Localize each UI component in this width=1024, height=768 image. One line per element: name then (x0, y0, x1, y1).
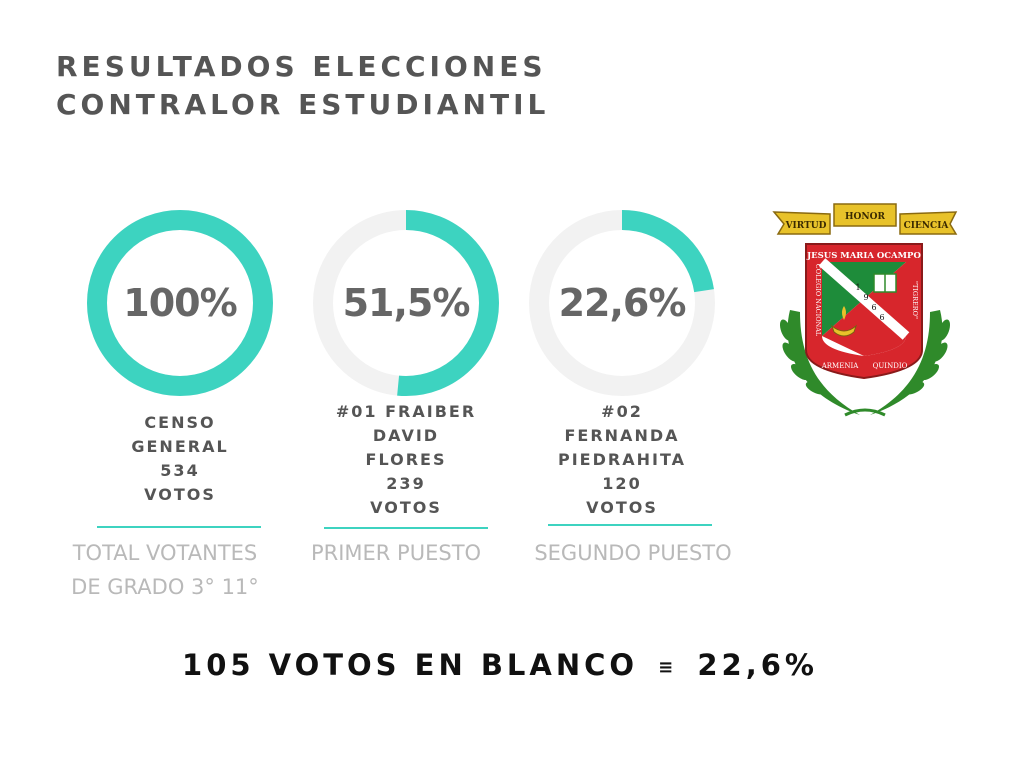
desc-line: #02 (601, 402, 643, 421)
banner-text: CIENCIA (904, 221, 950, 231)
progress-ring-census: 100% (82, 205, 278, 401)
caption-line: SEGUNDO PUESTO (534, 541, 732, 565)
shield-icon (805, 243, 923, 380)
stat-census: 100% CENSO GENERAL 534 VOTOS (80, 205, 280, 504)
desc-line: DAVID (372, 426, 440, 445)
caption-line: TOTAL VOTANTES (72, 541, 258, 565)
ring-fill (313, 210, 499, 396)
stat-second-place: 22,6% #02 FERNANDA PIEDRAHITA 120 VOTOS (522, 205, 722, 517)
desc-line: 120 (602, 474, 642, 493)
caption-second-place: SEGUNDO PUESTO (508, 536, 758, 570)
emblem-top-text: JESUS MARIA OCAMPO (806, 251, 921, 261)
ring-fill (87, 210, 273, 396)
desc-line: CENSO (144, 413, 216, 432)
emblem-bottom-left-text: ARMENIA (821, 362, 859, 370)
stat-description: #02 FERNANDA PIEDRAHITA 120 VOTOS (522, 400, 722, 520)
percent-value: 51,5% (342, 281, 471, 325)
school-emblem: JESUS MARIA OCAMPO 1 9 6 6 COLEGIO NACIO… (770, 200, 960, 430)
desc-line: VOTOS (370, 498, 442, 517)
stat-first-place: 51,5% #01 FRAIBER DAVID FLORES 239 VOTOS (306, 205, 506, 517)
emblem-left-text: COLEGIO NACIONAL (814, 264, 822, 337)
stat-description: #01 FRAIBER DAVID FLORES 239 VOTOS (306, 400, 506, 520)
emblem-digit: 6 (879, 313, 884, 322)
blank-votes-summary: 105 VOTOS EN BLANCO ≡ 22,6% (0, 648, 1000, 682)
divider (324, 527, 488, 529)
desc-line: GENERAL (131, 437, 229, 456)
desc-line: PIEDRAHITA (558, 450, 686, 469)
caption-line: DE GRADO 3° 11° (71, 575, 259, 599)
emblem-right-text: "TIGRERO" (911, 281, 919, 319)
emblem-bottom-right-text: QUINDIO (873, 362, 908, 370)
emblem-digit: 6 (871, 303, 876, 312)
blank-votes-text: 105 VOTOS EN BLANCO (182, 648, 639, 682)
caption-census: TOTAL VOTANTES DE GRADO 3° 11° (40, 536, 290, 604)
desc-line: FERNANDA (564, 426, 680, 445)
progress-ring-second-place: 22,6% (524, 205, 720, 401)
page-title: RESULTADOS ELECCIONES CONTRALOR ESTUDIAN… (56, 48, 549, 124)
desc-line: 239 (386, 474, 426, 493)
banner-text: HONOR (845, 212, 885, 222)
desc-line: VOTOS (586, 498, 658, 517)
emblem-digit: 1 (855, 283, 860, 292)
divider (548, 524, 712, 526)
title-line-2: CONTRALOR ESTUDIANTIL (56, 88, 550, 121)
stat-description: CENSO GENERAL 534 VOTOS (80, 411, 280, 507)
title-line-1: RESULTADOS ELECCIONES (56, 50, 547, 83)
ring-fill (529, 210, 715, 396)
desc-line: VOTOS (144, 485, 216, 504)
blank-votes-percent: 22,6% (697, 648, 818, 682)
banner-icon (772, 203, 958, 235)
laurel-icon (779, 310, 951, 415)
progress-ring-first-place: 51,5% (308, 205, 504, 401)
desc-line: #01 FRAIBER (335, 402, 477, 421)
caption-first-place: PRIMER PUESTO (286, 536, 506, 570)
percent-value: 22,6% (558, 281, 687, 325)
desc-line: 534 (160, 461, 200, 480)
equivalence-icon: ≡ (658, 656, 678, 678)
divider (97, 526, 261, 528)
emblem-digit: 9 (863, 293, 868, 302)
percent-value: 100% (123, 281, 237, 325)
desc-line: FLORES (365, 450, 447, 469)
banner-text: VIRTUD (785, 221, 827, 231)
caption-line: PRIMER PUESTO (310, 541, 482, 565)
